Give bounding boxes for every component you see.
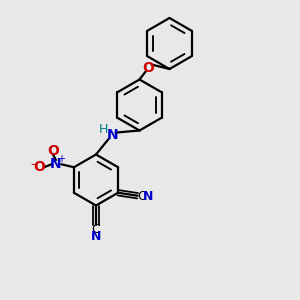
Text: -: - <box>31 158 35 171</box>
Text: N: N <box>91 230 101 243</box>
Text: N: N <box>143 190 153 203</box>
Text: O: O <box>34 160 45 174</box>
Text: N: N <box>107 128 118 142</box>
Text: C: C <box>137 190 146 203</box>
Text: C: C <box>92 223 100 236</box>
Text: O: O <box>142 61 154 75</box>
Text: H: H <box>99 123 108 136</box>
Text: O: O <box>47 144 59 158</box>
Text: +: + <box>57 154 65 164</box>
Text: N: N <box>50 157 62 171</box>
